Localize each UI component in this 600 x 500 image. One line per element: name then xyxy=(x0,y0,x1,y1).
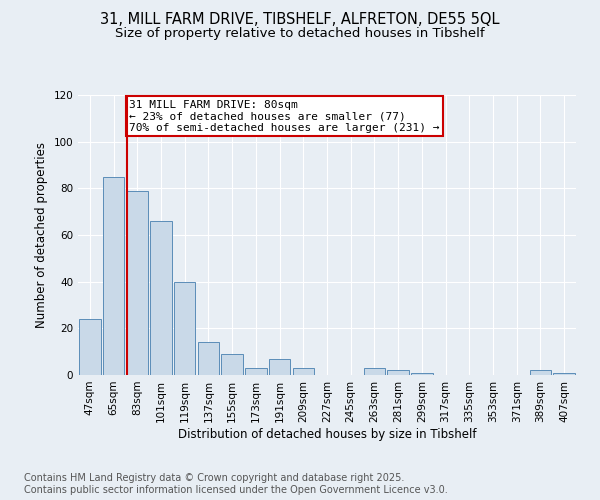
Y-axis label: Number of detached properties: Number of detached properties xyxy=(35,142,48,328)
Bar xyxy=(103,176,124,375)
Bar xyxy=(127,190,148,375)
Bar xyxy=(530,370,551,375)
Bar xyxy=(79,319,101,375)
Bar xyxy=(411,372,433,375)
Bar xyxy=(245,368,266,375)
Bar xyxy=(293,368,314,375)
Bar xyxy=(388,370,409,375)
Text: Contains HM Land Registry data © Crown copyright and database right 2025.
Contai: Contains HM Land Registry data © Crown c… xyxy=(24,474,448,495)
Bar xyxy=(198,342,219,375)
Bar xyxy=(151,221,172,375)
Bar xyxy=(553,372,575,375)
Text: 31, MILL FARM DRIVE, TIBSHELF, ALFRETON, DE55 5QL: 31, MILL FARM DRIVE, TIBSHELF, ALFRETON,… xyxy=(100,12,500,28)
Text: Size of property relative to detached houses in Tibshelf: Size of property relative to detached ho… xyxy=(115,28,485,40)
Bar xyxy=(364,368,385,375)
Text: 31 MILL FARM DRIVE: 80sqm
← 23% of detached houses are smaller (77)
70% of semi-: 31 MILL FARM DRIVE: 80sqm ← 23% of detac… xyxy=(130,100,440,133)
Bar xyxy=(221,354,243,375)
X-axis label: Distribution of detached houses by size in Tibshelf: Distribution of detached houses by size … xyxy=(178,428,476,440)
Bar xyxy=(174,282,196,375)
Bar xyxy=(269,358,290,375)
